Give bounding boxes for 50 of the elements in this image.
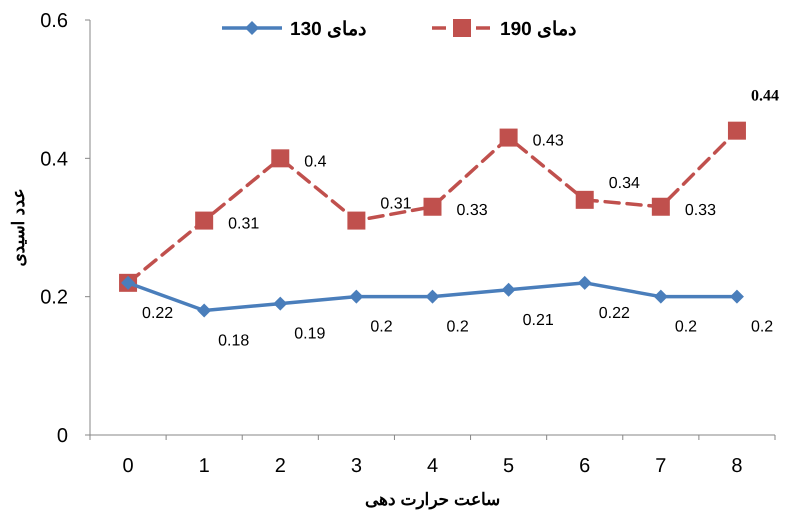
legend-label: دمای 130: [290, 19, 366, 40]
x-tick-label: 8: [731, 455, 743, 477]
data-label: 0.33: [456, 202, 488, 219]
x-tick-label: 6: [579, 455, 590, 477]
y-tick-label: 0.2: [40, 286, 68, 309]
x-axis-title: ساعت حرارت دهی: [364, 490, 500, 510]
data-label: 0.2: [674, 318, 698, 336]
data-label: 0.18: [218, 332, 250, 350]
point: [728, 122, 746, 140]
x-tick-label: 5: [503, 455, 514, 477]
point: [349, 290, 364, 304]
point: [500, 128, 518, 147]
point: [347, 212, 366, 230]
data-label: 0.33: [684, 202, 716, 219]
data-label: 0.22: [598, 304, 630, 322]
x-tick-label: 7: [655, 455, 666, 477]
data-label: 0.2: [370, 318, 393, 336]
data-label: 0.43: [532, 132, 564, 150]
data-label: 0.31: [380, 196, 412, 213]
y-tick-label: 0.4: [40, 148, 68, 170]
x-tick-label: 3: [350, 455, 362, 477]
point: [652, 198, 670, 216]
point: [654, 290, 668, 304]
data-label: 0.2: [446, 318, 469, 336]
data-label: 0.31: [228, 216, 260, 233]
point: [424, 198, 442, 216]
data-label: 0.21: [522, 312, 554, 329]
point: [271, 149, 290, 168]
point: [576, 190, 594, 209]
data-label: 0.34: [608, 174, 640, 192]
y-tick-label: 0: [56, 425, 68, 447]
y-tick-label: 0.6: [40, 10, 68, 32]
data-label: 0.19: [294, 326, 326, 343]
point: [197, 304, 212, 318]
data-label: 0.22: [142, 304, 174, 322]
y-axis-title: عدد اسیدی: [9, 188, 28, 266]
x-tick-label: 0: [122, 455, 134, 477]
x-tick-label: 4: [426, 455, 438, 477]
point: [195, 212, 214, 230]
x-tick-label: 1: [198, 455, 210, 477]
point: [426, 290, 440, 304]
point: [730, 290, 744, 304]
point: [273, 296, 288, 311]
point: [502, 282, 516, 297]
data-label: 0.44: [750, 88, 779, 105]
data-label: 0.2: [750, 318, 774, 336]
x-tick-label: 2: [274, 455, 286, 477]
data-label: 0.4: [304, 153, 327, 170]
point: [578, 276, 592, 290]
legend-label: دمای 190: [500, 19, 576, 40]
